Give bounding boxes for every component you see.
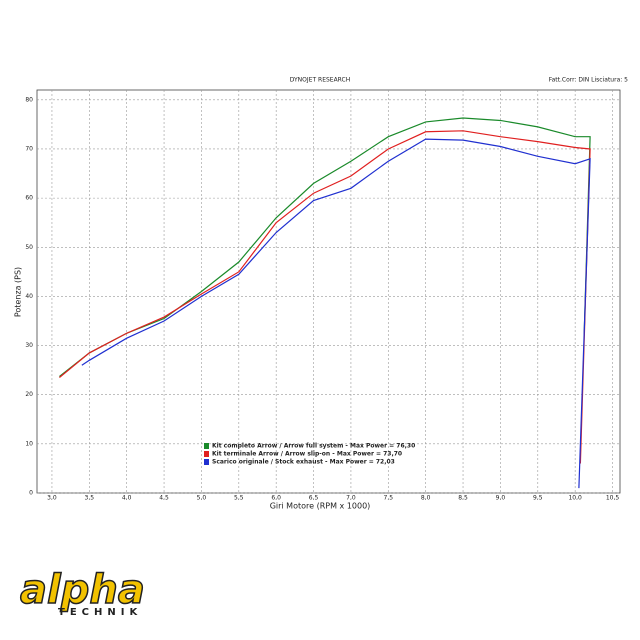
x-tick-label: 9,5	[533, 495, 543, 502]
y-tick-label: 20	[25, 391, 33, 398]
x-tick-label: 5,0	[197, 495, 207, 502]
chart-subtitle: Fatt.Corr: DIN Lisciatura: 5	[549, 77, 628, 84]
series-line	[59, 117, 591, 377]
x-tick-label: 4,5	[159, 495, 169, 502]
x-tick-label: 5,5	[234, 495, 244, 502]
y-tick-label: 40	[25, 293, 33, 300]
x-tick-label: 6,0	[271, 495, 281, 502]
y-tick-label: 0	[29, 490, 33, 497]
x-tick-label: 8,5	[458, 495, 468, 502]
legend-label: Scarico originale / Stock exhaust - Max …	[212, 459, 395, 466]
y-tick-label: 50	[25, 244, 33, 251]
x-tick-label: 9,0	[496, 495, 506, 502]
x-tick-label: 3,0	[47, 495, 57, 502]
x-tick-label: 8,0	[421, 495, 431, 502]
legend-swatch	[204, 459, 209, 465]
x-tick-label: 4,0	[122, 495, 132, 502]
legend-swatch	[204, 451, 209, 457]
y-tick-label: 80	[25, 96, 33, 103]
y-tick-label: 60	[25, 195, 33, 202]
plot-frame	[36, 89, 621, 494]
chart-title: DYNOJET RESEARCH	[290, 77, 351, 84]
legend-label: Kit completo Arrow / Arrow full system -…	[212, 443, 415, 450]
x-tick-label: 3,5	[85, 495, 95, 502]
x-tick-label: 6,5	[309, 495, 319, 502]
x-tick-label: 10,0	[568, 495, 582, 502]
x-tick-label: 7,0	[346, 495, 356, 502]
legend-label: Kit terminale Arrow / Arrow slip-on - Ma…	[212, 451, 402, 458]
x-axis-label: Giri Motore (RPM x 1000)	[270, 502, 371, 511]
series-line	[81, 138, 591, 489]
x-tick-label: 10,5	[606, 495, 620, 502]
x-tick-label: 7,5	[384, 495, 394, 502]
y-tick-label: 10	[25, 440, 33, 447]
y-tick-label: 30	[25, 342, 33, 349]
logo-name: alpha	[20, 567, 145, 613]
y-axis-label: Potenza (PS)	[14, 267, 23, 317]
y-tick-label: 70	[25, 145, 33, 152]
series-line	[59, 130, 591, 464]
legend-swatch	[204, 443, 209, 449]
logo-sub: TECHNIK	[58, 607, 142, 618]
